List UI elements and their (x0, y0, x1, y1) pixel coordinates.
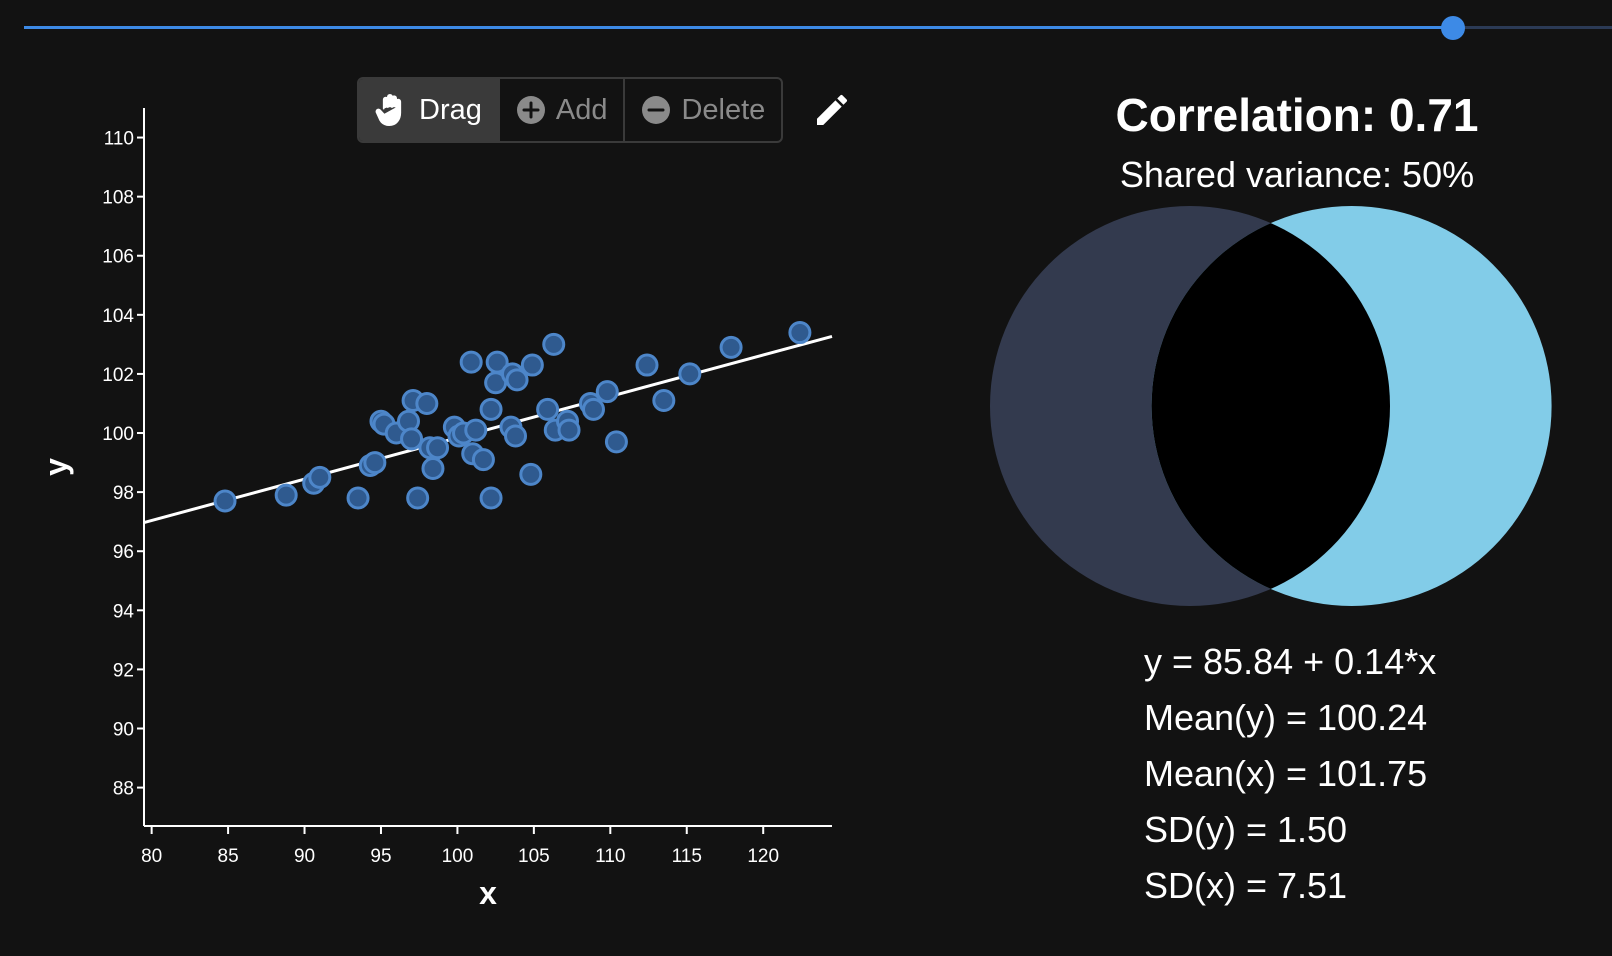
data-point[interactable] (479, 486, 503, 510)
y-tick-label: 88 (113, 779, 134, 800)
data-point[interactable] (557, 418, 581, 442)
statistics-panel: y = 85.84 + 0.14*x Mean(y) = 100.24 Mean… (1144, 634, 1436, 914)
x-tick-label: 90 (294, 846, 315, 867)
data-point[interactable] (471, 448, 495, 472)
x-tick-label: 110 (595, 846, 625, 867)
x-tick-label: 95 (370, 846, 391, 867)
y-tick-label: 104 (102, 306, 134, 327)
y-tick-label: 102 (102, 365, 134, 386)
x-axis-ticks: 80 85 90 95 100 105 110 115 120 (141, 826, 779, 867)
x-axis-label: x (479, 875, 497, 911)
sd-y: SD(y) = 1.50 (1144, 809, 1348, 850)
y-tick-label: 92 (113, 660, 134, 681)
data-point[interactable] (504, 424, 528, 448)
data-point[interactable] (581, 397, 605, 421)
data-point[interactable] (788, 321, 812, 345)
data-point[interactable] (519, 462, 543, 486)
data-point[interactable] (459, 350, 483, 374)
regression-line (143, 334, 833, 524)
y-tick-label: 90 (113, 719, 134, 740)
plus-circle-icon (516, 96, 545, 124)
x-tick-label: 85 (218, 846, 239, 867)
data-point[interactable] (595, 380, 619, 404)
data-point[interactable] (406, 486, 430, 510)
minus-circle-icon (642, 96, 671, 124)
slider-thumb[interactable] (1441, 16, 1466, 40)
y-tick-label: 98 (113, 483, 134, 504)
data-point[interactable] (485, 350, 509, 374)
venn-overlap (1151, 206, 1390, 606)
pencil-icon (817, 94, 848, 125)
y-tick-label: 106 (102, 247, 134, 268)
slider-fill (24, 26, 1454, 29)
mean-x: Mean(x) = 101.75 (1144, 753, 1428, 794)
y-axis-ticks: 88 90 92 94 96 98 100 102 104 106 108 110 (102, 129, 144, 800)
y-tick-label: 100 (102, 424, 134, 445)
data-point[interactable] (719, 335, 743, 359)
data-point[interactable] (505, 368, 529, 392)
data-point[interactable] (635, 353, 659, 377)
drag-tool-label: Drag (419, 93, 482, 126)
x-tick-label: 115 (672, 846, 702, 867)
y-tick-label: 110 (104, 129, 134, 150)
y-tick-label: 108 (102, 188, 134, 209)
data-point[interactable] (520, 353, 544, 377)
correlation-slider[interactable] (24, 16, 1612, 40)
data-point[interactable] (479, 397, 503, 421)
data-point[interactable] (464, 418, 488, 442)
data-point[interactable] (213, 489, 237, 513)
regression-equation: y = 85.84 + 0.14*x (1144, 641, 1437, 682)
mean-y: Mean(y) = 100.24 (1144, 697, 1428, 738)
data-point[interactable] (604, 430, 628, 454)
tool-selector: Drag Add Delete (357, 77, 784, 143)
scatter-plot[interactable]: 88 90 92 94 96 98 100 102 104 106 108 110 80 85 90 95 1… (0, 0, 860, 920)
y-axis-label: y (38, 458, 74, 476)
data-point[interactable] (652, 389, 676, 413)
data-point[interactable] (536, 397, 560, 421)
data-point[interactable] (346, 486, 370, 510)
hand-icon (375, 93, 402, 127)
data-point[interactable] (363, 451, 387, 475)
edit-data-button[interactable] (812, 90, 852, 130)
data-point[interactable] (678, 362, 702, 386)
data-point[interactable] (421, 456, 445, 480)
data-points[interactable] (213, 321, 812, 513)
y-tick-label: 94 (113, 601, 135, 622)
y-tick-label: 96 (113, 542, 134, 563)
add-tool-label: Add (555, 93, 608, 126)
venn-diagram (990, 206, 1552, 606)
x-tick-label: 105 (518, 846, 550, 867)
data-point[interactable] (542, 332, 566, 356)
x-tick-label: 100 (442, 846, 474, 867)
correlation-title: Correlation: 0.71 (1115, 89, 1479, 141)
data-point[interactable] (426, 436, 450, 460)
add-tool-button[interactable]: Add (500, 79, 626, 141)
x-tick-label: 120 (747, 846, 779, 867)
data-point[interactable] (400, 427, 424, 451)
delete-tool-button[interactable]: Delete (625, 79, 781, 141)
x-tick-label: 80 (141, 846, 162, 867)
shared-variance-label: Shared variance: 50% (1119, 154, 1475, 195)
sd-x: SD(x) = 7.51 (1144, 865, 1348, 906)
delete-tool-label: Delete (681, 93, 766, 126)
drag-tool-button[interactable]: Drag (359, 79, 500, 141)
data-point[interactable] (274, 483, 298, 507)
data-point[interactable] (415, 391, 439, 415)
data-point[interactable] (308, 465, 332, 489)
